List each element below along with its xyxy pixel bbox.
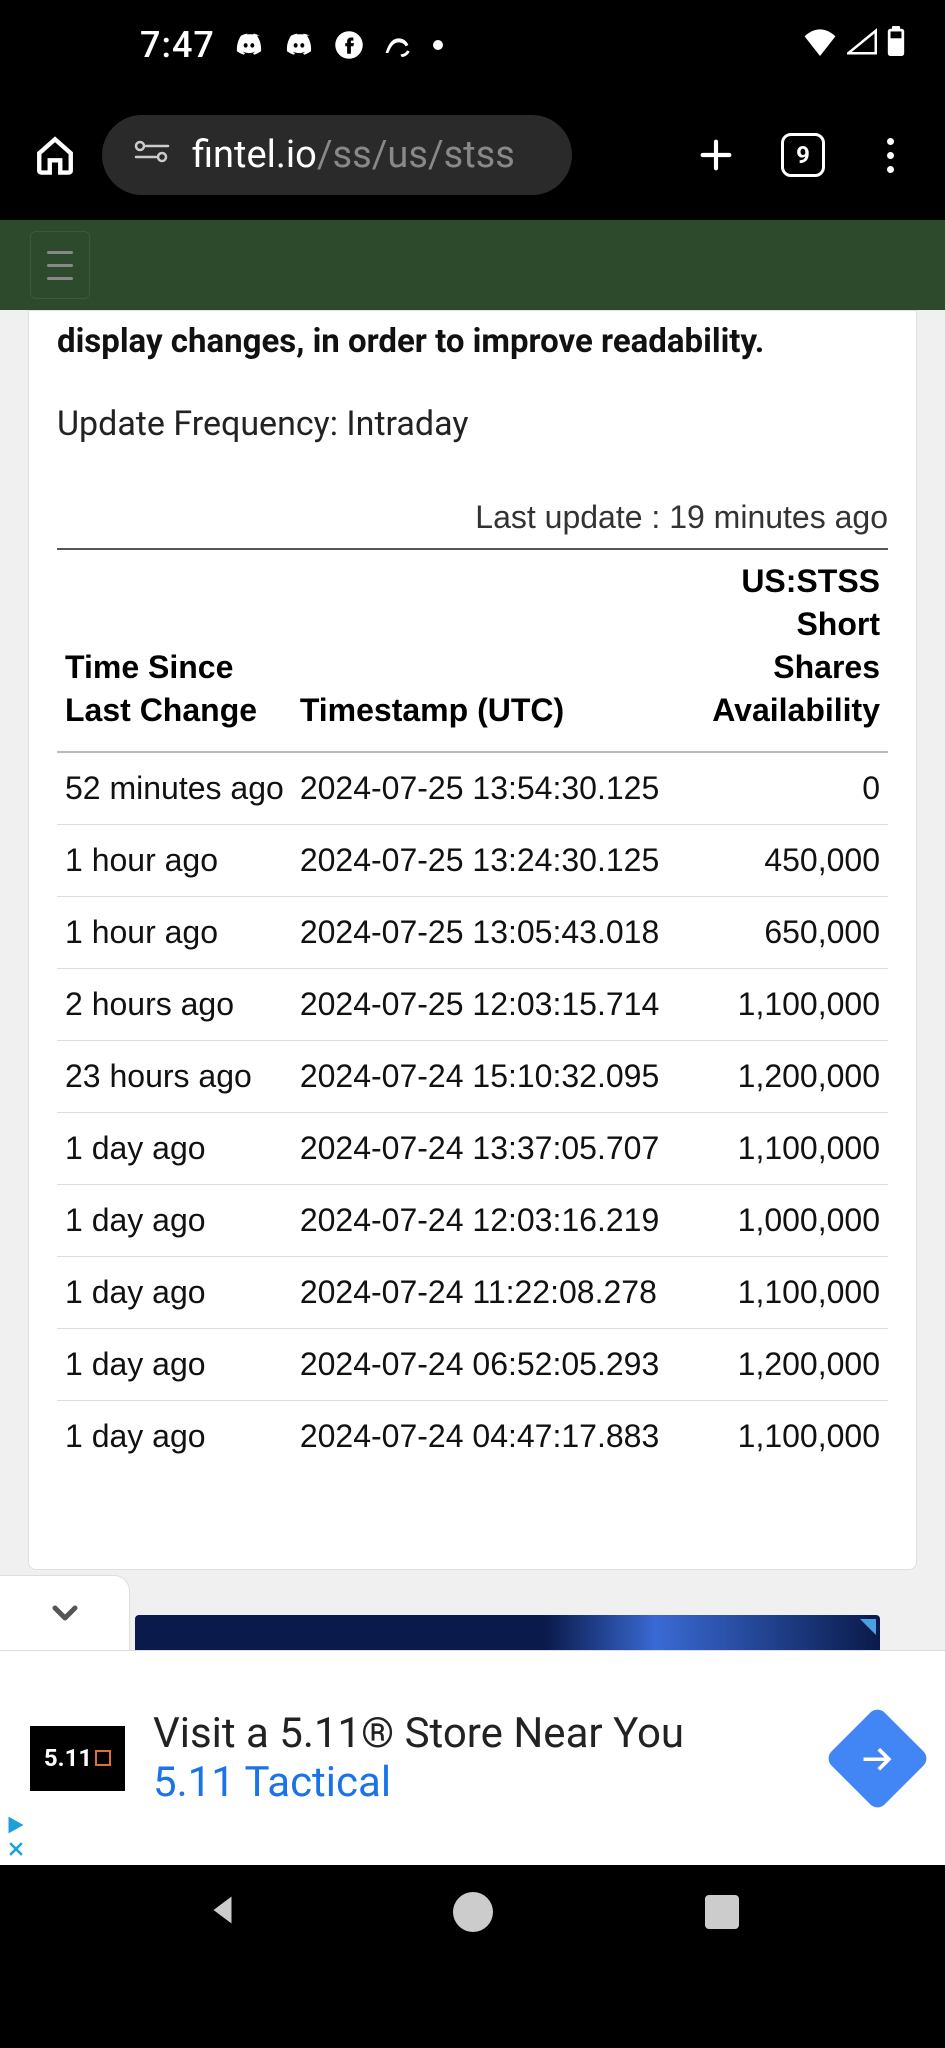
app-icon [383, 29, 415, 61]
new-tab-button[interactable] [691, 130, 741, 180]
signal-icon [847, 25, 877, 65]
cell-time-since: 1 day ago [57, 1112, 292, 1184]
cell-time-since: 52 minutes ago [57, 752, 292, 825]
cell-time-since: 1 day ago [57, 1400, 292, 1472]
cell-timestamp: 2024-07-25 12:03:15.714 [292, 968, 667, 1040]
android-status-bar: 7:47 [0, 0, 945, 90]
discord-icon [233, 29, 265, 61]
home-nav-button[interactable] [453, 1892, 493, 1932]
url-field[interactable]: fintel.io/ss/us/stss [102, 115, 572, 195]
cell-availability: 1,100,000 [667, 1256, 888, 1328]
cell-availability: 450,000 [667, 824, 888, 896]
cell-availability: 650,000 [667, 896, 888, 968]
adchoices-icon[interactable] [860, 1619, 876, 1635]
ad-logo: 5.11 [30, 1726, 125, 1791]
short-shares-table: Time SinceLast Change Timestamp (UTC) US… [57, 548, 888, 1472]
col-timestamp: Timestamp (UTC) [292, 549, 667, 752]
cell-time-since: 1 day ago [57, 1328, 292, 1400]
last-update-text: Last update : 19 minutes ago [57, 499, 888, 548]
close-ad-icon[interactable] [6, 1839, 26, 1859]
col-availability: US:STSS ShortSharesAvailability [667, 549, 888, 752]
recents-button[interactable] [705, 1895, 739, 1929]
browser-menu-button[interactable] [865, 130, 915, 180]
ad-directions-icon[interactable] [824, 1705, 930, 1811]
notification-dot [433, 40, 443, 50]
cell-timestamp: 2024-07-24 13:37:05.707 [292, 1112, 667, 1184]
table-row: 23 hours ago2024-07-24 15:10:32.0951,200… [57, 1040, 888, 1112]
cell-timestamp: 2024-07-24 06:52:05.293 [292, 1328, 667, 1400]
cell-timestamp: 2024-07-25 13:24:30.125 [292, 824, 667, 896]
cell-availability: 1,000,000 [667, 1184, 888, 1256]
facebook-icon [333, 29, 365, 61]
site-navbar [0, 220, 945, 310]
site-settings-icon [132, 136, 172, 174]
collapse-ad-button[interactable] [0, 1575, 130, 1650]
ad-preview-strip [135, 1615, 880, 1650]
cell-timestamp: 2024-07-24 15:10:32.095 [292, 1040, 667, 1112]
wifi-icon [803, 25, 837, 65]
cell-time-since: 2 hours ago [57, 968, 292, 1040]
discord-icon-2 [283, 29, 315, 61]
update-frequency-text: Update Frequency: Intraday [57, 394, 888, 499]
cell-time-since: 1 day ago [57, 1184, 292, 1256]
description-text: display changes, in order to improve rea… [57, 311, 888, 394]
tab-switcher-button[interactable]: 9 [781, 133, 825, 177]
home-button[interactable] [30, 130, 80, 180]
cell-time-since: 23 hours ago [57, 1040, 292, 1112]
adchoices-small-icon[interactable] [6, 1815, 26, 1835]
table-row: 1 hour ago2024-07-25 13:24:30.125450,000 [57, 824, 888, 896]
cell-timestamp: 2024-07-24 11:22:08.278 [292, 1256, 667, 1328]
table-row: 1 day ago2024-07-24 12:03:16.2191,000,00… [57, 1184, 888, 1256]
col-time-since: Time SinceLast Change [57, 549, 292, 752]
cell-timestamp: 2024-07-24 04:47:17.883 [292, 1400, 667, 1472]
table-row: 1 hour ago2024-07-25 13:05:43.018650,000 [57, 896, 888, 968]
cell-availability: 1,200,000 [667, 1040, 888, 1112]
page-viewport[interactable]: display changes, in order to improve rea… [0, 220, 945, 1650]
table-row: 1 day ago2024-07-24 06:52:05.2931,200,00… [57, 1328, 888, 1400]
cell-availability: 1,100,000 [667, 1112, 888, 1184]
battery-icon [887, 25, 905, 65]
cell-time-since: 1 hour ago [57, 896, 292, 968]
cell-time-since: 1 day ago [57, 1256, 292, 1328]
cell-availability: 0 [667, 752, 888, 825]
cell-timestamp: 2024-07-25 13:54:30.125 [292, 752, 667, 825]
site-menu-button[interactable] [30, 231, 90, 299]
ad-title: Visit a 5.11® Store Near You [153, 1709, 812, 1758]
ad-advertiser: 5.11 Tactical [153, 1758, 812, 1807]
cell-availability: 1,200,000 [667, 1328, 888, 1400]
cell-time-since: 1 hour ago [57, 824, 292, 896]
table-row: 1 day ago2024-07-24 04:47:17.8831,100,00… [57, 1400, 888, 1472]
back-button[interactable] [206, 1892, 242, 1932]
table-row: 52 minutes ago2024-07-25 13:54:30.1250 [57, 752, 888, 825]
status-clock: 7:47 [140, 24, 215, 66]
table-row: 1 day ago2024-07-24 11:22:08.2781,100,00… [57, 1256, 888, 1328]
cell-timestamp: 2024-07-25 13:05:43.018 [292, 896, 667, 968]
browser-url-bar: fintel.io/ss/us/stss 9 [0, 90, 945, 220]
cell-timestamp: 2024-07-24 12:03:16.219 [292, 1184, 667, 1256]
cell-availability: 1,100,000 [667, 968, 888, 1040]
table-row: 1 day ago2024-07-24 13:37:05.7071,100,00… [57, 1112, 888, 1184]
url-text: fintel.io/ss/us/stss [192, 133, 515, 177]
android-nav-bar [0, 1865, 945, 1958]
cell-availability: 1,100,000 [667, 1400, 888, 1472]
content-card: display changes, in order to improve rea… [28, 310, 917, 1570]
ad-banner[interactable]: 5.11 Visit a 5.11® Store Near You 5.11 T… [0, 1650, 945, 1865]
table-row: 2 hours ago2024-07-25 12:03:15.7141,100,… [57, 968, 888, 1040]
